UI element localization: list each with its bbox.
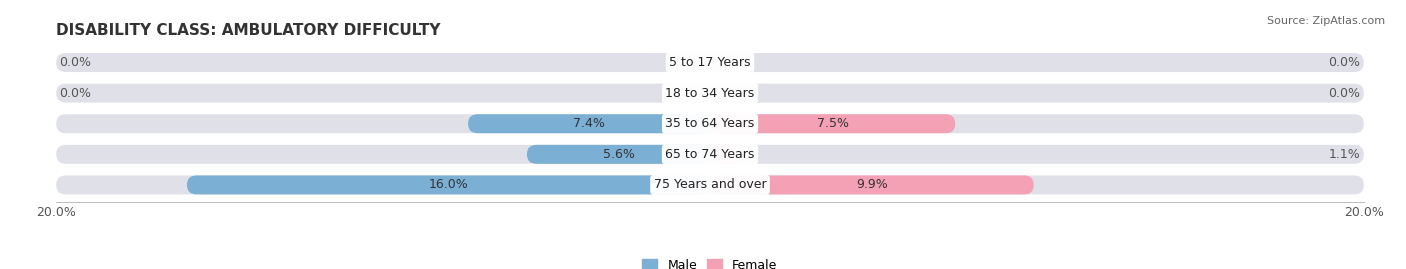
FancyBboxPatch shape [710, 145, 747, 164]
Text: 7.4%: 7.4% [574, 117, 605, 130]
Text: DISABILITY CLASS: AMBULATORY DIFFICULTY: DISABILITY CLASS: AMBULATORY DIFFICULTY [56, 23, 440, 38]
Text: 0.0%: 0.0% [59, 87, 91, 100]
FancyBboxPatch shape [710, 175, 1033, 194]
FancyBboxPatch shape [527, 145, 710, 164]
FancyBboxPatch shape [56, 53, 1364, 72]
FancyBboxPatch shape [187, 175, 710, 194]
FancyBboxPatch shape [56, 84, 1364, 103]
FancyBboxPatch shape [56, 145, 1364, 164]
Text: 9.9%: 9.9% [856, 178, 887, 192]
Legend: Male, Female: Male, Female [637, 254, 783, 269]
FancyBboxPatch shape [56, 175, 1364, 194]
Text: 0.0%: 0.0% [1329, 56, 1361, 69]
Text: 1.1%: 1.1% [1329, 148, 1361, 161]
Text: 35 to 64 Years: 35 to 64 Years [665, 117, 755, 130]
Text: 5 to 17 Years: 5 to 17 Years [669, 56, 751, 69]
Text: 5.6%: 5.6% [603, 148, 634, 161]
Text: 16.0%: 16.0% [429, 178, 468, 192]
Text: 0.0%: 0.0% [1329, 87, 1361, 100]
Text: Source: ZipAtlas.com: Source: ZipAtlas.com [1267, 16, 1385, 26]
FancyBboxPatch shape [468, 114, 710, 133]
Text: 7.5%: 7.5% [817, 117, 849, 130]
Text: 18 to 34 Years: 18 to 34 Years [665, 87, 755, 100]
Text: 75 Years and over: 75 Years and over [654, 178, 766, 192]
FancyBboxPatch shape [56, 114, 1364, 133]
Text: 0.0%: 0.0% [59, 56, 91, 69]
Text: 65 to 74 Years: 65 to 74 Years [665, 148, 755, 161]
FancyBboxPatch shape [710, 114, 955, 133]
